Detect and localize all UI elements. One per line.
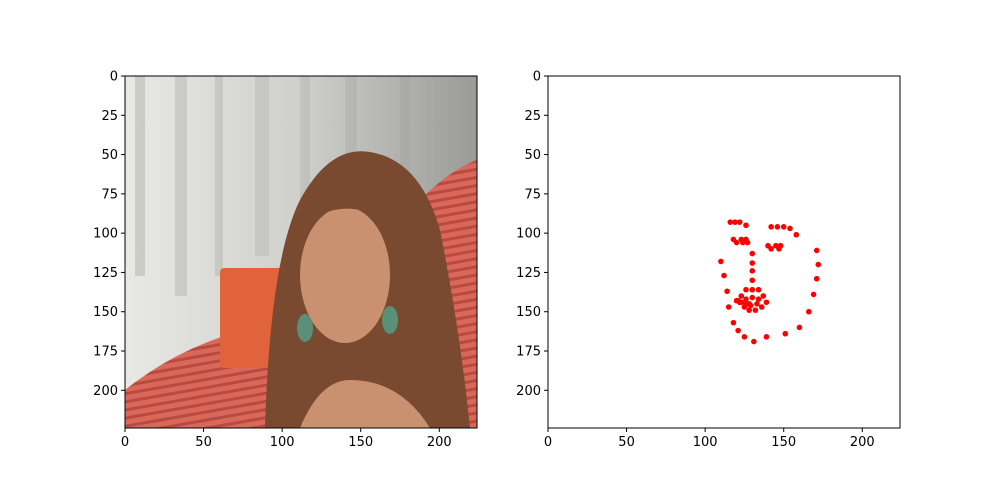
landmark-point xyxy=(751,338,757,345)
y-tick-label: 100 xyxy=(93,227,118,242)
landmark-point xyxy=(738,293,745,299)
landmark-panel: 0 50 100 150 200 0 25 50 75 100 125 150 175 200 xyxy=(516,70,901,451)
image-panel: 0 50 100 150 200 0 25 50 75 100 125 150 175 200 xyxy=(93,70,478,451)
y-tick-label: 75 xyxy=(101,187,118,202)
y-tick-label: 75 xyxy=(524,187,541,202)
landmark-point xyxy=(718,258,724,265)
landmark-point xyxy=(780,224,787,230)
landmark-point xyxy=(813,247,820,254)
bangs xyxy=(300,191,395,230)
landmark-point xyxy=(743,286,749,293)
landmark-point xyxy=(815,261,822,268)
landmark-point xyxy=(732,219,738,225)
landmark-point xyxy=(754,301,760,307)
x-tick-label: 150 xyxy=(771,435,796,450)
landmark-point xyxy=(749,268,756,274)
earring-left xyxy=(297,314,313,342)
landmark-point xyxy=(741,334,748,340)
earring-right xyxy=(382,306,398,334)
face xyxy=(300,207,390,343)
landmark-point xyxy=(735,327,741,334)
landmark-point xyxy=(777,242,784,249)
y-tick-label: 50 xyxy=(524,148,541,163)
landmark-point xyxy=(768,246,774,252)
landmark-point xyxy=(733,239,740,246)
y-tick-label: 200 xyxy=(93,384,118,399)
landmark-point xyxy=(755,296,762,302)
landmark-point xyxy=(743,222,749,229)
landmark-point xyxy=(730,319,737,326)
x-tick-label: 100 xyxy=(270,435,295,450)
image-axes: 0 50 100 150 200 0 25 50 75 100 125 150 175 200 xyxy=(93,70,452,451)
x-tick-label: 200 xyxy=(850,435,875,450)
landmark-point xyxy=(736,299,743,306)
landmark-point xyxy=(749,286,756,293)
landmark-point xyxy=(810,291,817,298)
landmark-point xyxy=(758,304,765,310)
landmark-point xyxy=(724,288,730,295)
landmark-point xyxy=(796,324,803,331)
face-photo xyxy=(125,76,477,428)
y-tick-label: 175 xyxy=(516,345,541,360)
y-tick-label: 125 xyxy=(516,266,541,281)
y-tick-label: 150 xyxy=(93,305,118,320)
neck-chest xyxy=(300,380,430,428)
y-tick-label: 150 xyxy=(516,305,541,320)
landmark-point xyxy=(793,231,800,238)
landmark-point xyxy=(727,219,734,225)
plot-background xyxy=(548,76,900,428)
landmark-point xyxy=(749,260,756,266)
landmark-point xyxy=(768,224,774,230)
landmark-point xyxy=(749,277,756,284)
landmark-point xyxy=(782,330,789,337)
x-tick-label: 200 xyxy=(427,435,452,450)
curtain-folds xyxy=(135,76,410,296)
x-tick-label: 50 xyxy=(195,435,212,450)
y-tick-label: 0 xyxy=(110,70,118,85)
landmark-point xyxy=(774,224,781,230)
landmark-point xyxy=(736,219,743,225)
y-tick-label: 175 xyxy=(93,345,118,360)
landmark-point xyxy=(743,301,749,307)
x-tick-label: 0 xyxy=(544,435,552,450)
y-tick-label: 100 xyxy=(516,227,541,242)
landmark-point xyxy=(749,294,756,301)
scatter-axes: 0 50 100 150 200 0 25 50 75 100 125 150 175 200 xyxy=(516,70,875,451)
y-tick-label: 25 xyxy=(101,109,118,124)
y-tick-label: 200 xyxy=(516,384,541,399)
landmark-point xyxy=(763,299,770,306)
landmark-points xyxy=(718,219,822,345)
y-tick-label: 125 xyxy=(93,266,118,281)
y-tick-label: 25 xyxy=(524,109,541,124)
y-tick-label: 0 xyxy=(533,70,541,85)
x-tick-label: 100 xyxy=(693,435,718,450)
landmark-point xyxy=(806,308,812,315)
y-tick-label: 50 xyxy=(101,148,118,163)
landmark-point xyxy=(721,272,727,279)
landmark-point xyxy=(744,239,751,246)
landmark-point xyxy=(746,307,752,313)
landmark-point xyxy=(743,296,749,302)
landmark-point xyxy=(749,250,756,257)
landmark-point xyxy=(752,307,759,313)
x-tick-label: 0 xyxy=(121,435,129,450)
landmark-point xyxy=(725,304,732,310)
x-tick-label: 50 xyxy=(618,435,635,450)
plot-frame xyxy=(547,75,901,429)
landmark-point xyxy=(813,275,820,282)
landmark-point xyxy=(787,225,793,232)
landmark-point xyxy=(763,334,770,340)
landmark-point xyxy=(747,302,754,309)
x-tick-label: 150 xyxy=(348,435,373,450)
landmark-point xyxy=(760,293,767,299)
image-frame xyxy=(124,75,478,429)
landmark-point xyxy=(755,286,762,293)
